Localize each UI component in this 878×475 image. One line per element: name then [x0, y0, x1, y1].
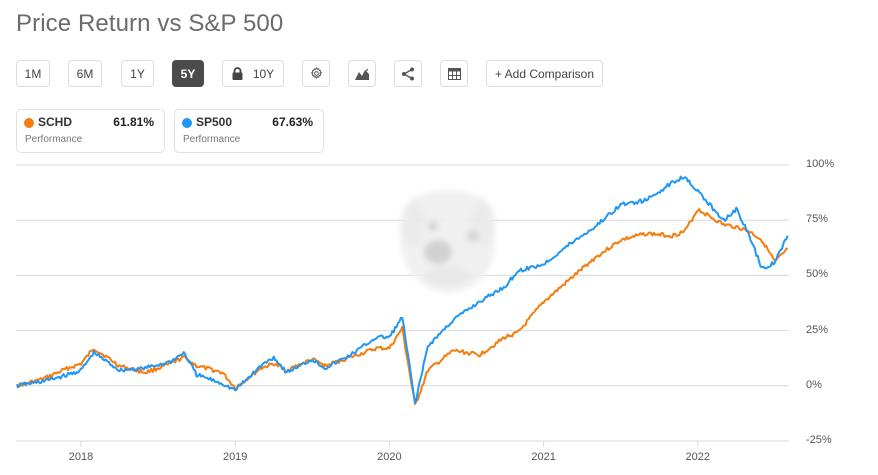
- chart-plot: [15, 164, 789, 447]
- add-comparison-button[interactable]: + Add Comparison: [486, 60, 603, 87]
- page-title: Price Return vs S&P 500: [16, 10, 284, 37]
- y-tick-label: 100%: [806, 158, 835, 170]
- performance-chart[interactable]: 100% 75% 50% 25% 0% -25% 2018 2019 2020 2021 2022: [0, 155, 878, 475]
- y-tick-label: 75%: [806, 213, 829, 226]
- gear-icon: [310, 67, 322, 79]
- x-tick-label: 2020: [377, 451, 402, 463]
- x-tick-label: 2022: [685, 451, 711, 463]
- range-10y-button[interactable]: 10Y: [222, 60, 284, 87]
- y-tick-label: 50%: [806, 268, 829, 281]
- chart-type-icon: [355, 68, 369, 80]
- range-1m-button[interactable]: 1M: [16, 60, 50, 87]
- range-label: 10Y: [252, 66, 275, 81]
- range-label: 1Y: [130, 66, 145, 81]
- legend-sublabel: Performance: [183, 134, 241, 145]
- range-label: 5Y: [180, 66, 196, 81]
- series-line-sp500: [15, 175, 789, 404]
- range-label: 6M: [76, 66, 94, 81]
- x-tick-label: 2021: [531, 451, 556, 463]
- legend-symbol: SP500: [196, 115, 233, 129]
- series-color-dot: [182, 118, 192, 128]
- y-tick-label: 25%: [806, 323, 829, 336]
- series-lines: [15, 175, 789, 405]
- share-button[interactable]: [394, 60, 422, 87]
- range-6m-button[interactable]: 6M: [68, 60, 102, 87]
- x-tick-label: 2018: [68, 451, 94, 463]
- chart-type-button[interactable]: [348, 60, 376, 87]
- legend-value: 61.81%: [113, 115, 154, 129]
- series-color-dot: [24, 118, 34, 128]
- settings-button[interactable]: [302, 60, 330, 87]
- legend-value: 67.63%: [272, 115, 313, 129]
- range-1y-button[interactable]: 1Y: [121, 60, 154, 87]
- legend-symbol: SCHD: [38, 115, 73, 129]
- series-line-schd: [16, 208, 788, 405]
- legend-sublabel: Performance: [25, 134, 83, 145]
- gridlines: [16, 164, 789, 447]
- x-tick-label: 2019: [222, 451, 248, 463]
- lock-icon: [232, 67, 243, 80]
- table-view-button[interactable]: [440, 60, 468, 87]
- legend-card-sp500: SP500 67.63% Performance: [174, 109, 324, 153]
- y-tick-label: 0%: [806, 378, 822, 391]
- range-5y-button[interactable]: 5Y: [172, 60, 204, 87]
- y-tick-label: -25%: [806, 434, 832, 446]
- add-comparison-label: + Add Comparison: [494, 66, 595, 81]
- range-label: 1M: [24, 66, 42, 81]
- table-icon: [447, 67, 461, 80]
- share-icon: [402, 67, 414, 80]
- legend-card-schd: SCHD 61.81% Performance: [16, 109, 165, 153]
